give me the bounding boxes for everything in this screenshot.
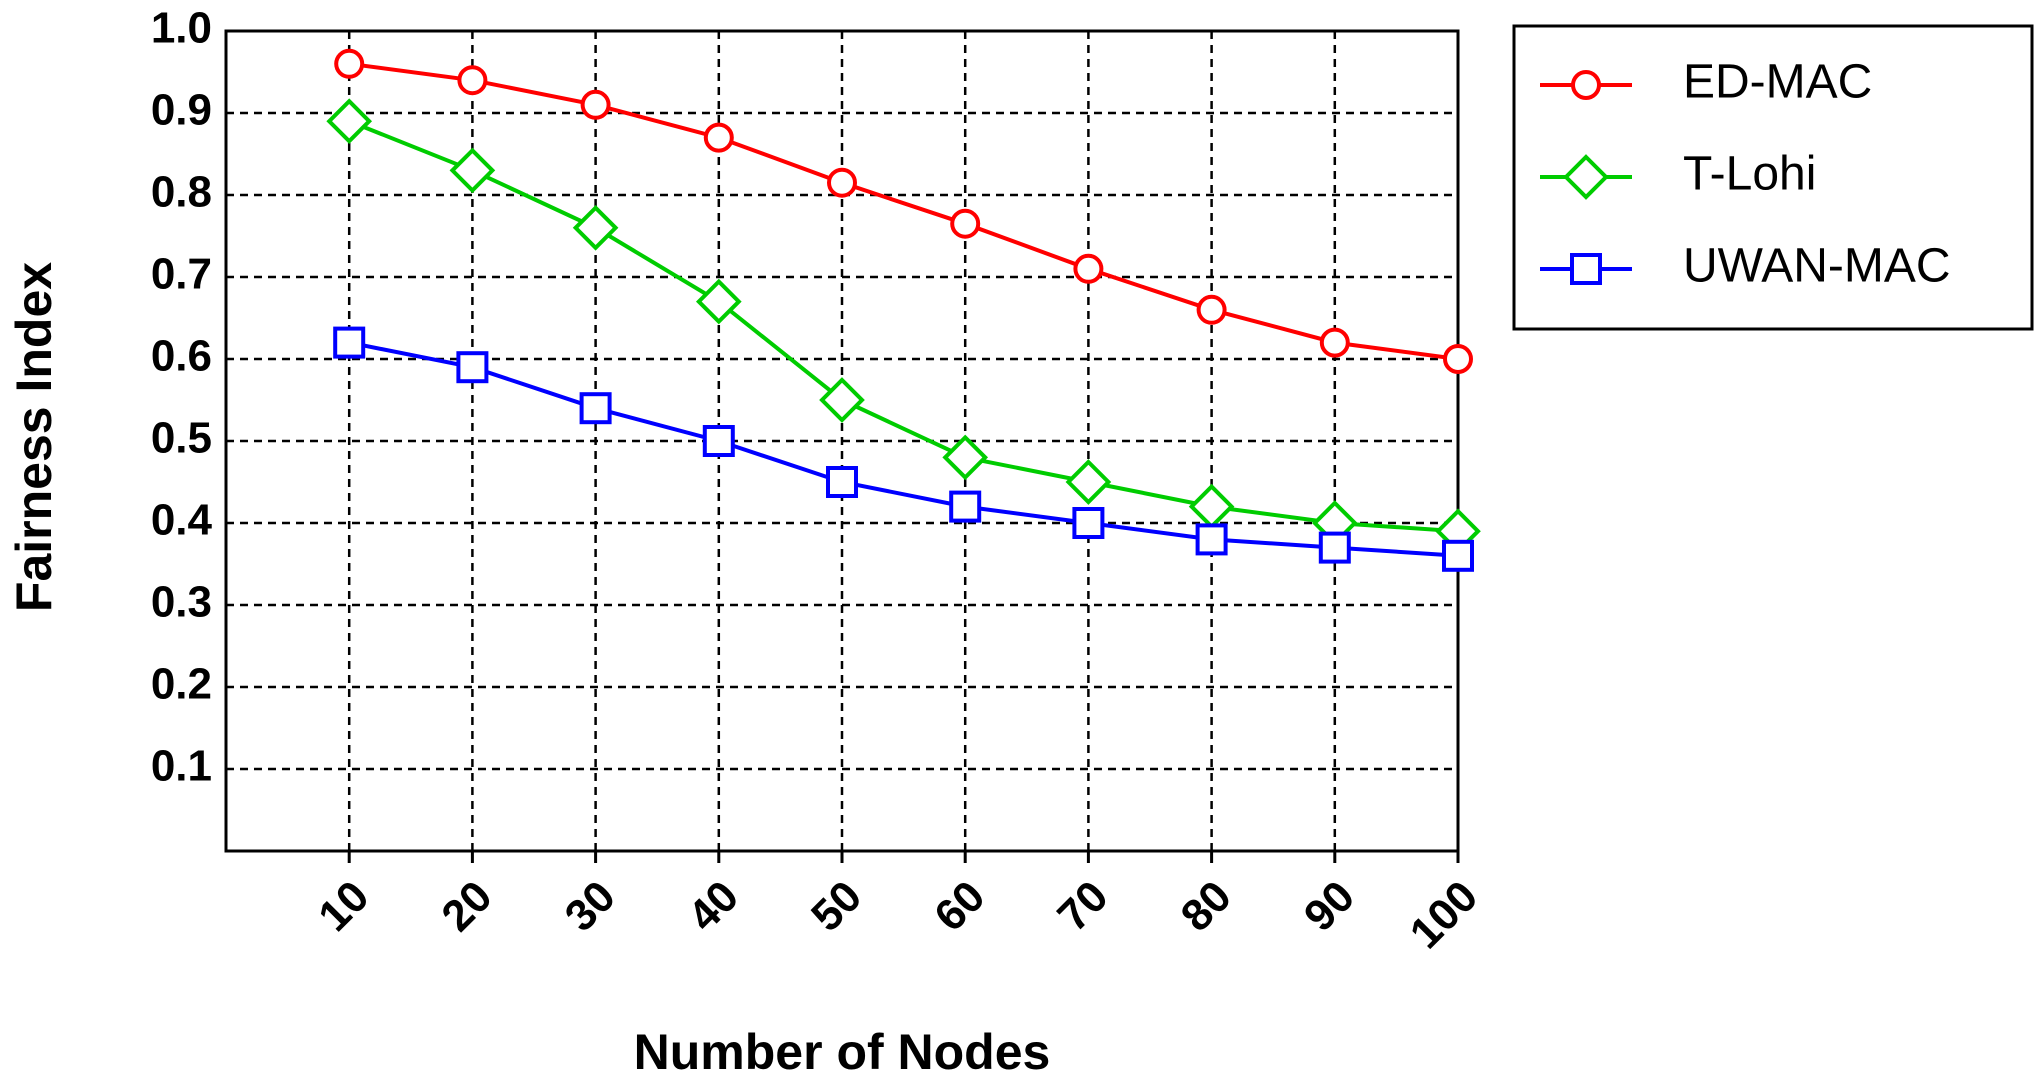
marker bbox=[572, 204, 619, 251]
marker bbox=[942, 434, 989, 481]
x-tick-label: 50 bbox=[802, 872, 871, 941]
marker bbox=[1073, 253, 1104, 284]
series-line bbox=[348, 119, 1459, 534]
marker bbox=[1188, 483, 1235, 530]
marker bbox=[1442, 539, 1474, 572]
legend-label: ED-MAC bbox=[1683, 56, 1872, 109]
marker bbox=[1072, 507, 1105, 539]
x-tick-label: 20 bbox=[432, 872, 501, 941]
x-axis-title: Number of Nodes bbox=[634, 1024, 1051, 1080]
y-tick-label: 0.3 bbox=[151, 578, 212, 627]
marker bbox=[333, 326, 366, 359]
marker bbox=[695, 278, 742, 325]
marker bbox=[1570, 253, 1602, 285]
y-axis-title: Fairness Index bbox=[6, 262, 62, 612]
y-tick-label: 0.8 bbox=[151, 168, 212, 217]
legend-label: T-Lohi bbox=[1683, 148, 1816, 201]
marker bbox=[449, 147, 496, 194]
marker bbox=[950, 208, 981, 239]
y-tick-label: 0.7 bbox=[151, 250, 212, 299]
marker bbox=[1195, 523, 1228, 556]
marker bbox=[1563, 154, 1609, 200]
x-tick-label: 100 bbox=[1401, 872, 1488, 959]
marker bbox=[1319, 327, 1350, 358]
x-tick-label: 60 bbox=[925, 872, 994, 941]
marker bbox=[827, 167, 857, 198]
y-tick-label: 0.9 bbox=[151, 86, 212, 135]
marker bbox=[819, 377, 865, 423]
marker bbox=[456, 351, 489, 384]
marker bbox=[1318, 531, 1351, 564]
marker bbox=[1196, 294, 1227, 325]
marker bbox=[703, 122, 734, 153]
y-tick-label: 0.5 bbox=[151, 414, 212, 463]
marker bbox=[949, 490, 982, 523]
marker bbox=[580, 89, 611, 120]
plot-frame bbox=[224, 29, 1460, 853]
marker bbox=[579, 392, 612, 425]
x-tick-label: 80 bbox=[1172, 872, 1241, 941]
marker bbox=[326, 98, 373, 145]
x-tick-label: 10 bbox=[309, 872, 378, 941]
y-tick-label: 0.4 bbox=[151, 496, 213, 545]
y-tick-label: 1.0 bbox=[151, 4, 212, 53]
series-line bbox=[348, 340, 1459, 558]
marker bbox=[826, 466, 858, 498]
legend-label: UWAN-MAC bbox=[1683, 240, 1951, 293]
series-line bbox=[348, 61, 1459, 361]
marker bbox=[1065, 459, 1112, 505]
x-tick-label: 70 bbox=[1048, 872, 1117, 941]
y-tick-label: 0.2 bbox=[151, 660, 212, 709]
marker bbox=[1443, 344, 1473, 374]
marker bbox=[457, 65, 488, 96]
marker bbox=[1571, 70, 1601, 100]
x-tick-label: 90 bbox=[1295, 872, 1364, 941]
x-tick-label: 30 bbox=[556, 872, 625, 941]
marker bbox=[702, 425, 735, 457]
marker bbox=[334, 48, 365, 79]
y-tick-label: 0.1 bbox=[151, 742, 212, 791]
x-tick-label: 40 bbox=[679, 872, 748, 941]
y-tick-label: 0.6 bbox=[151, 332, 212, 381]
